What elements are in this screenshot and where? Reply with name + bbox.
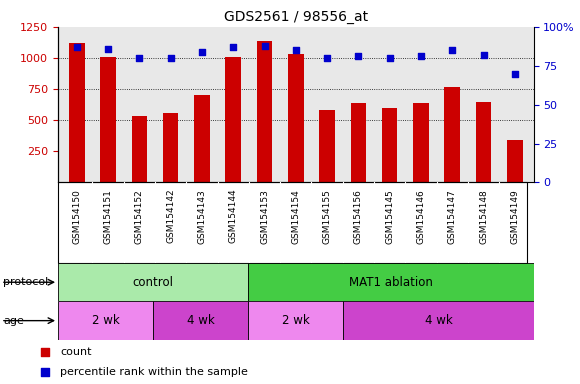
Point: [448, 47, 457, 53]
Bar: [58, 301, 153, 340]
Point: [260, 43, 269, 49]
Text: 2 wk: 2 wk: [92, 314, 119, 327]
Bar: [248, 301, 343, 340]
Text: control: control: [133, 276, 173, 289]
Bar: [163, 113, 179, 182]
Point: [72, 44, 81, 50]
Bar: [194, 95, 210, 182]
Bar: [350, 103, 366, 182]
Text: 2 wk: 2 wk: [282, 314, 310, 327]
Text: count: count: [60, 347, 92, 357]
Point: [510, 71, 520, 77]
Text: GSM154145: GSM154145: [385, 189, 394, 243]
Bar: [100, 57, 116, 182]
Bar: [507, 140, 523, 182]
Text: GSM154152: GSM154152: [135, 189, 144, 243]
Text: percentile rank within the sample: percentile rank within the sample: [60, 367, 248, 377]
Title: GDS2561 / 98556_at: GDS2561 / 98556_at: [224, 10, 368, 25]
Point: [479, 52, 488, 58]
Point: [291, 47, 300, 53]
Text: GSM154142: GSM154142: [166, 189, 175, 243]
Text: GSM154153: GSM154153: [260, 189, 269, 244]
Text: 4 wk: 4 wk: [187, 314, 215, 327]
Bar: [153, 301, 248, 340]
Point: [229, 44, 238, 50]
Bar: [319, 110, 335, 182]
Text: GSM154151: GSM154151: [104, 189, 113, 244]
Point: [103, 46, 113, 52]
Text: GSM154155: GSM154155: [322, 189, 332, 244]
Bar: [343, 301, 534, 340]
Bar: [413, 103, 429, 182]
Bar: [132, 116, 147, 182]
Point: [385, 55, 394, 61]
Text: GSM154150: GSM154150: [72, 189, 81, 244]
Point: [166, 55, 175, 61]
Text: GSM154154: GSM154154: [291, 189, 300, 243]
Text: GSM154149: GSM154149: [510, 189, 519, 243]
Bar: [382, 108, 397, 182]
Bar: [288, 54, 303, 182]
Text: GSM154143: GSM154143: [197, 189, 206, 243]
Text: GSM154148: GSM154148: [479, 189, 488, 243]
Bar: [257, 41, 273, 182]
Bar: [444, 87, 460, 182]
Point: [427, 247, 437, 253]
Point: [197, 49, 206, 55]
Text: GSM154147: GSM154147: [448, 189, 456, 243]
Point: [135, 55, 144, 61]
Text: MAT1 ablation: MAT1 ablation: [349, 276, 433, 289]
Text: GSM154144: GSM154144: [229, 189, 238, 243]
Point: [427, 70, 437, 76]
Bar: [476, 101, 491, 182]
Text: age: age: [3, 316, 24, 326]
Point: [354, 53, 363, 60]
Bar: [69, 43, 85, 182]
Text: protocol: protocol: [3, 277, 48, 287]
Text: 4 wk: 4 wk: [425, 314, 452, 327]
Text: GSM154146: GSM154146: [416, 189, 426, 243]
Point: [322, 55, 332, 61]
Bar: [226, 57, 241, 182]
Point: [416, 53, 426, 60]
Bar: [248, 263, 534, 301]
Text: GSM154156: GSM154156: [354, 189, 363, 244]
Bar: [58, 263, 248, 301]
